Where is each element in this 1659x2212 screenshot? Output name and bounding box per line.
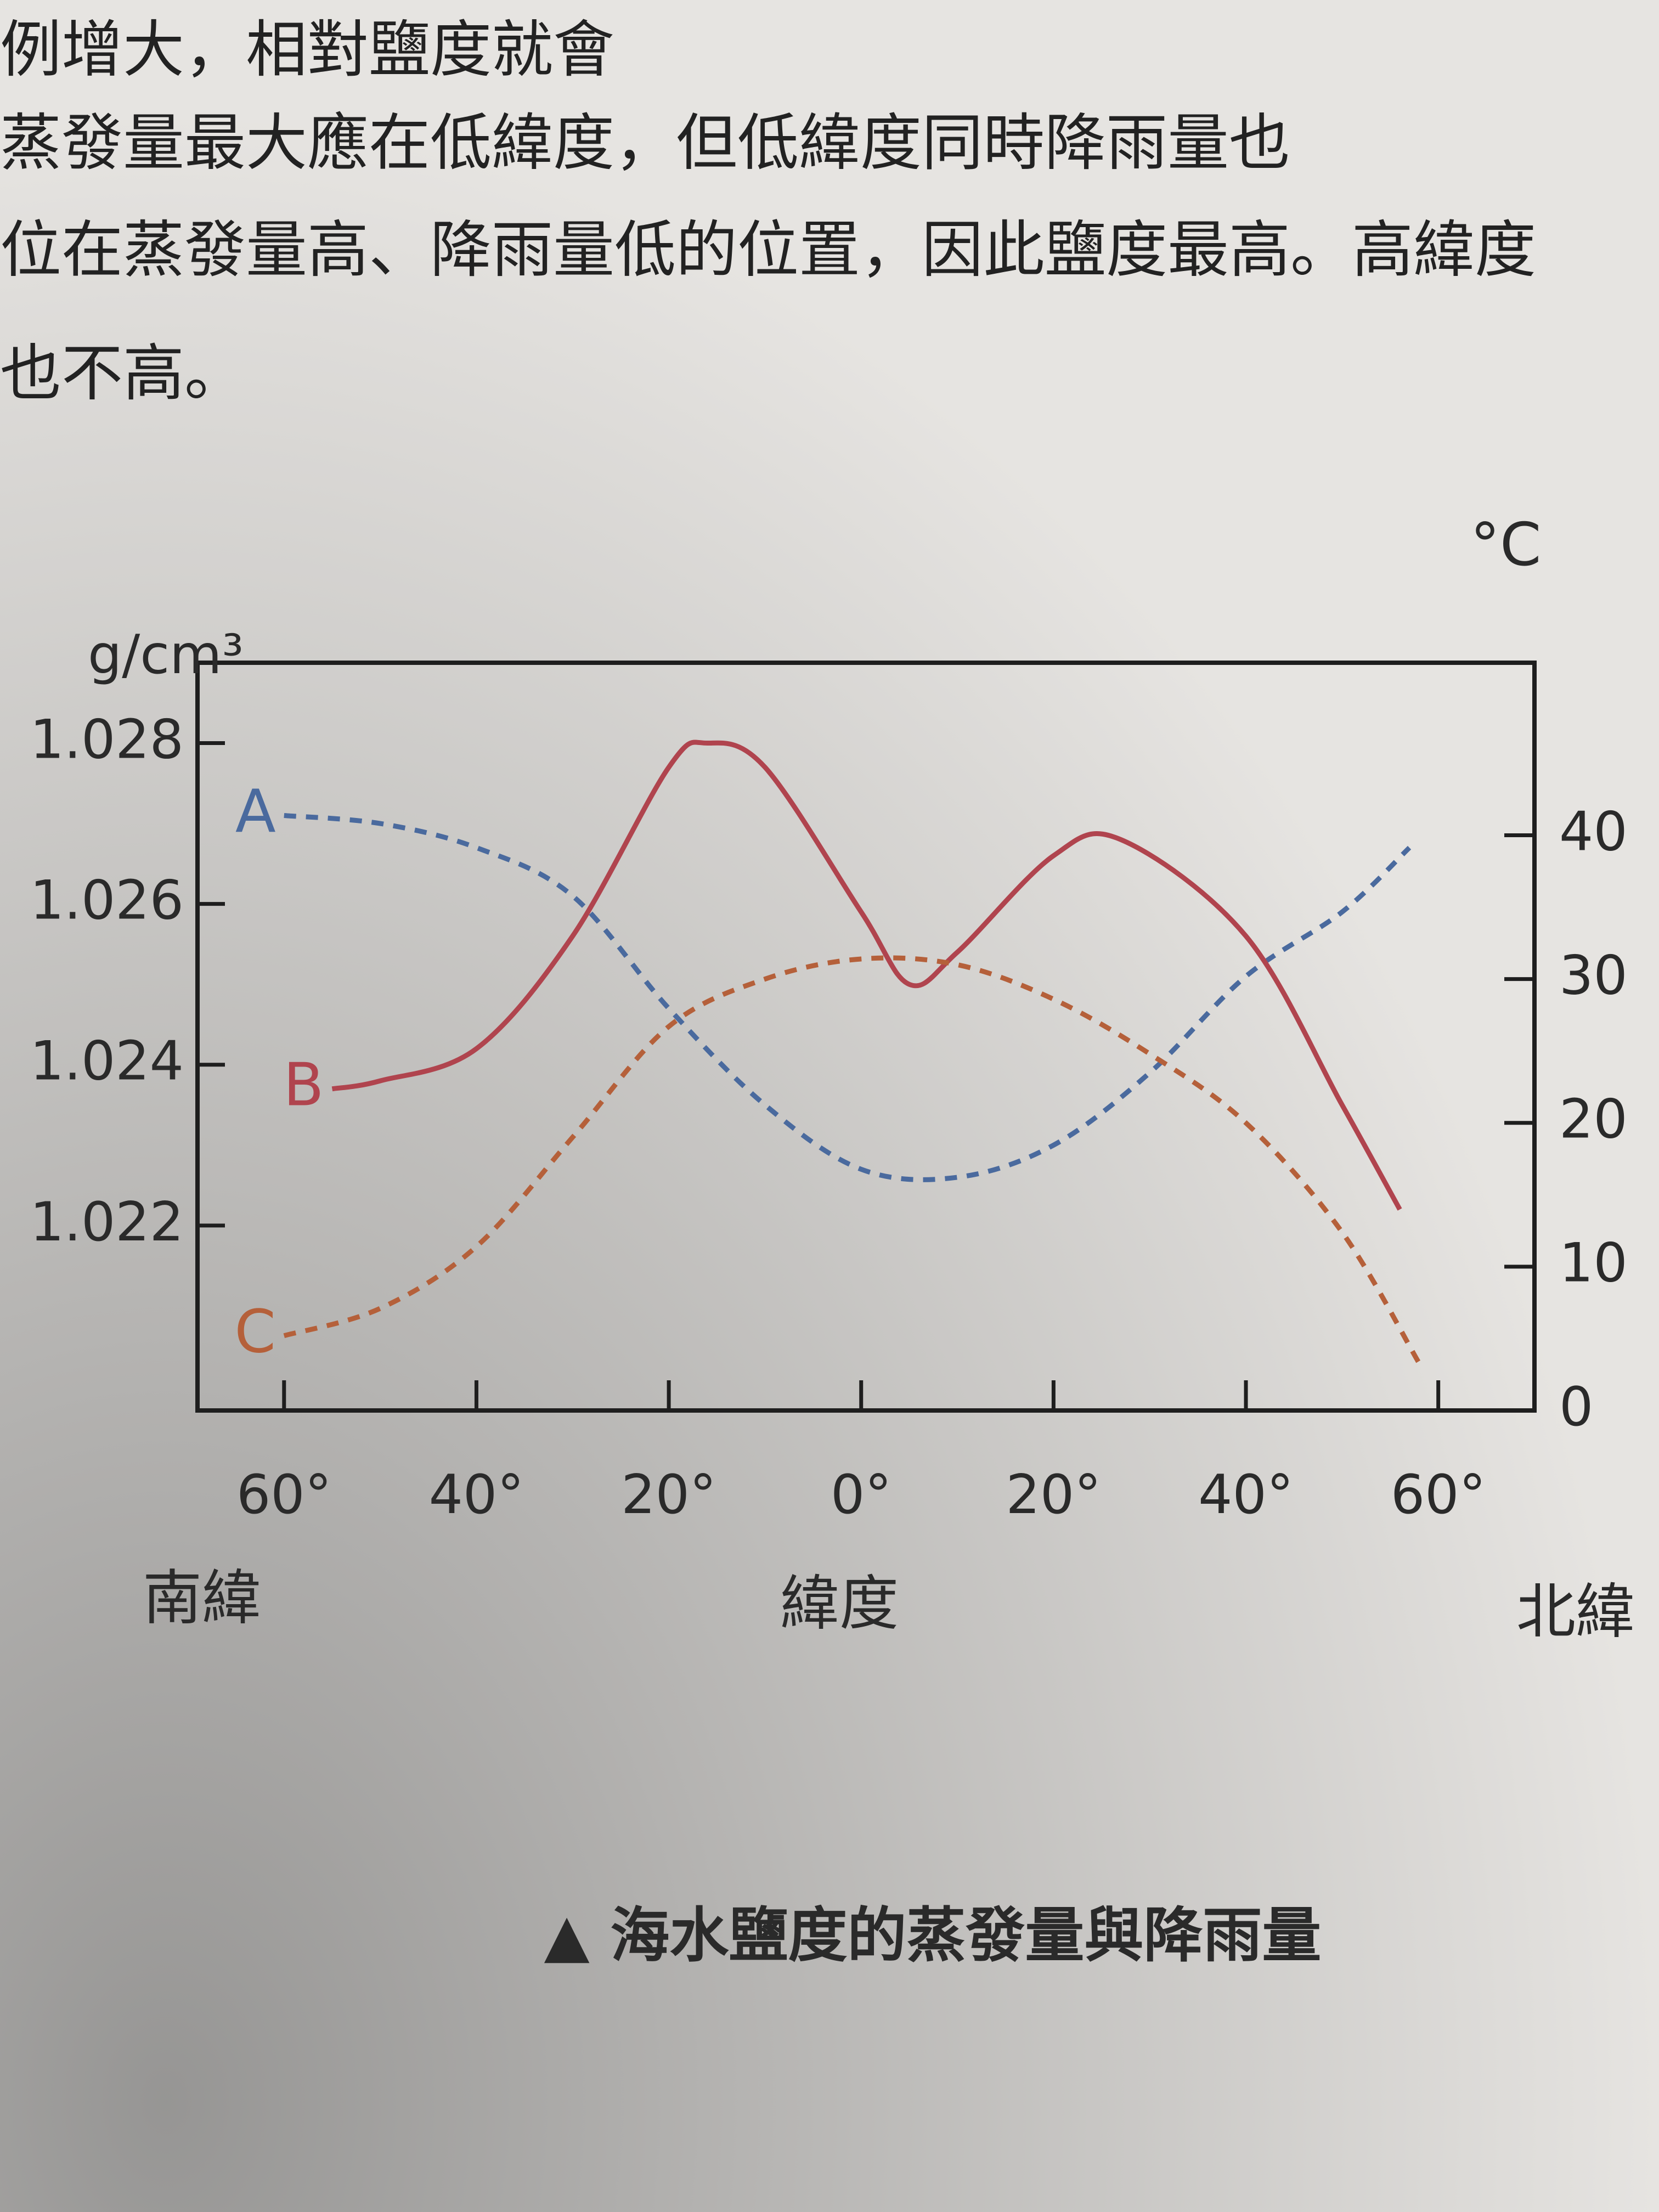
x-tick-label: 40°: [1198, 1464, 1294, 1526]
y2-axis-unit: °C: [1470, 511, 1541, 579]
series-line: [284, 812, 1412, 1182]
y-tick-label: 1.022: [30, 1191, 184, 1254]
x-right-label: 北緯: [1516, 1578, 1635, 1646]
series-label: B: [283, 1051, 324, 1120]
x-tick-label: 20°: [1006, 1464, 1102, 1526]
x-left-label: 南緯: [143, 1564, 261, 1633]
x-tick-label: 60°: [1391, 1464, 1486, 1526]
series-label: A: [235, 777, 276, 846]
text-line: 例增大，相對鹽度就會: [0, 14, 614, 86]
series-line: [331, 740, 1402, 1211]
y2-tick-label: 30: [1559, 944, 1628, 1007]
y-tick-label: 1.024: [30, 1030, 184, 1093]
x-tick-label: 60°: [236, 1464, 332, 1526]
y2-tick-label: 40: [1559, 800, 1628, 863]
x-axis-title: 緯度: [780, 1570, 899, 1638]
y-axis-unit: g/cm³: [88, 624, 244, 686]
y2-tick-label: 10: [1559, 1232, 1628, 1295]
series-label: C: [234, 1297, 275, 1366]
y2-tick-label: 20: [1559, 1088, 1628, 1151]
plot-frame: [195, 661, 1537, 1413]
x-tick-label: 20°: [621, 1464, 716, 1526]
caption: ▲ 海水鹽度的蒸發量與降雨量: [544, 1901, 1322, 1970]
y2-tick-label: 0: [1559, 1376, 1593, 1438]
x-tick-label: 40°: [429, 1464, 524, 1526]
text-line: 位在蒸發量高、降雨量低的位置，因此鹽度最高。高緯度: [0, 215, 1536, 286]
y-tick-label: 1.026: [30, 870, 184, 932]
text-line: 蒸發量最大應在低緯度，但低緯度同時降雨量也: [0, 108, 1290, 179]
y-tick-label: 1.028: [30, 708, 184, 771]
text-line: 也不高。: [0, 338, 246, 409]
series-line: [283, 955, 1421, 1364]
x-tick-label: 0°: [831, 1464, 891, 1526]
